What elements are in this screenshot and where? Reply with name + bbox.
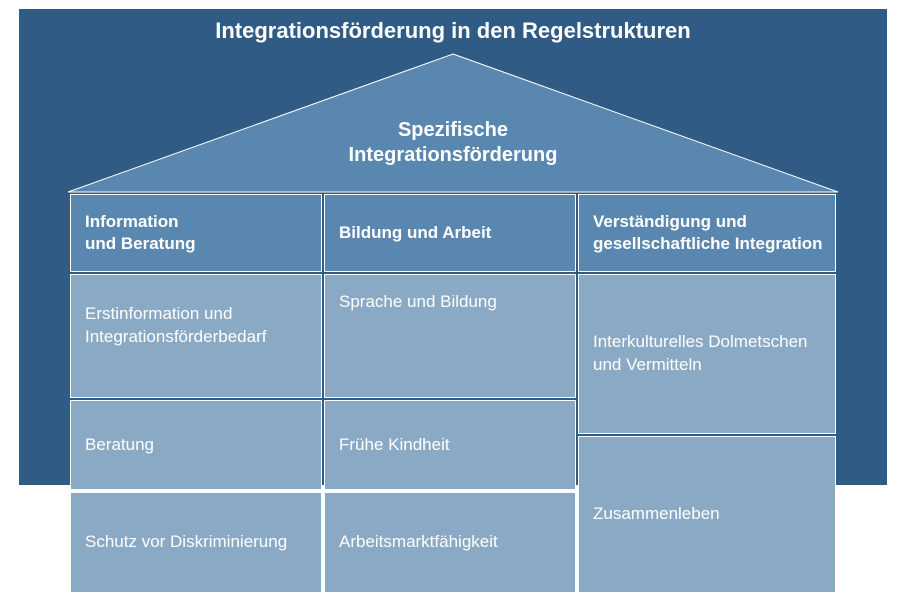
roof-label: Spezifische Integrationsförderung [300,118,606,168]
roof-label-line2: Integrationsförderung [349,144,558,166]
col3-cell-0: Interkulturelles Dolmetschen und Vermitt… [578,274,836,434]
col3-header: Verständigung und gesellschaftliche Inte… [578,194,836,272]
diagram-canvas: Integrationsförderung in den Regelstrukt… [0,0,906,606]
col2-cell-0: Sprache und Bildung [324,274,576,398]
col1-cell-1: Beratung [70,400,322,490]
col2-header-text: Bildung und Arbeit [339,222,491,244]
col1-cell-0-text: Erstinformation und Integrationsförderbe… [85,303,309,349]
roof-label-line1: Spezifische [398,119,508,141]
col1-header-text: Information und Beratung [85,211,196,255]
col1-cell-2-text: Schutz vor Diskriminierung [85,531,287,554]
col2-cell-0-text: Sprache und Bildung [339,291,497,314]
col3-cell-0-text: Interkulturelles Dolmetschen und Vermitt… [593,331,823,377]
col1-cell-0: Erstinformation und Integrationsförderbe… [70,274,322,398]
col1-cell-2: Schutz vor Diskriminierung [70,492,322,593]
col2-cell-2: Arbeitsmarktfähigkeit [324,492,576,593]
col2-header: Bildung und Arbeit [324,194,576,272]
col3-cell-1-text: Zusammenleben [593,503,720,526]
col1-cell-1-text: Beratung [85,434,154,457]
col3-cell-1: Zusammenleben [578,436,836,593]
col2-cell-2-text: Arbeitsmarktfähigkeit [339,531,498,554]
col1-header: Information und Beratung [70,194,322,272]
col2-cell-1: Frühe Kindheit [324,400,576,490]
col3-header-text: Verständigung und gesellschaftliche Inte… [593,211,835,255]
col2-cell-1-text: Frühe Kindheit [339,434,450,457]
